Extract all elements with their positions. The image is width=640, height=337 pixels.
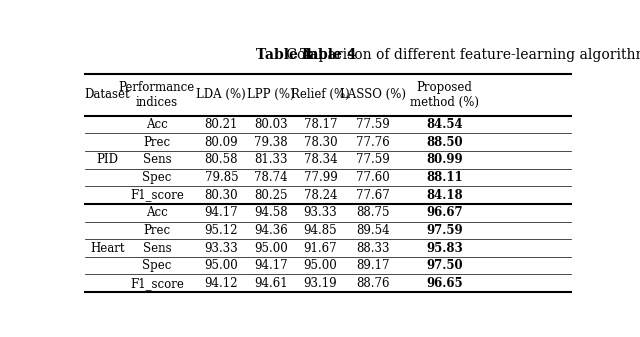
Text: 93.33: 93.33: [304, 206, 337, 219]
Text: Spec: Spec: [142, 171, 172, 184]
Text: LPP (%): LPP (%): [247, 88, 295, 101]
Text: Table 4: Table 4: [300, 48, 356, 62]
Text: 89.54: 89.54: [356, 224, 390, 237]
Text: Prec: Prec: [143, 224, 170, 237]
Text: 80.30: 80.30: [205, 189, 238, 202]
Text: 89.17: 89.17: [356, 259, 389, 272]
Text: 78.24: 78.24: [304, 189, 337, 202]
Text: 88.75: 88.75: [356, 206, 389, 219]
Text: 95.00: 95.00: [205, 259, 238, 272]
Text: 80.99: 80.99: [426, 153, 463, 166]
Text: 88.50: 88.50: [426, 136, 463, 149]
Text: 88.33: 88.33: [356, 242, 389, 254]
Text: 77.59: 77.59: [356, 118, 390, 131]
Text: Sens: Sens: [143, 242, 171, 254]
Text: 80.09: 80.09: [205, 136, 238, 149]
Text: 96.65: 96.65: [426, 277, 463, 290]
Text: 80.25: 80.25: [254, 189, 288, 202]
Text: Acc: Acc: [146, 118, 168, 131]
Text: 77.76: 77.76: [356, 136, 390, 149]
Text: Prec: Prec: [143, 136, 170, 149]
Text: 95.12: 95.12: [205, 224, 238, 237]
Text: 77.60: 77.60: [356, 171, 390, 184]
Text: Spec: Spec: [142, 259, 172, 272]
Text: 94.85: 94.85: [304, 224, 337, 237]
Text: PID: PID: [96, 153, 118, 166]
Text: 78.17: 78.17: [304, 118, 337, 131]
Text: Acc: Acc: [146, 206, 168, 219]
Text: LASSO (%): LASSO (%): [340, 88, 406, 101]
Text: 78.30: 78.30: [304, 136, 337, 149]
Text: 84.18: 84.18: [426, 189, 463, 202]
Text: 91.67: 91.67: [304, 242, 337, 254]
Text: 78.74: 78.74: [254, 171, 288, 184]
Text: 80.21: 80.21: [205, 118, 238, 131]
Text: F1_score: F1_score: [130, 277, 184, 290]
Text: 94.12: 94.12: [205, 277, 238, 290]
Text: 97.59: 97.59: [426, 224, 463, 237]
Text: 94.61: 94.61: [254, 277, 288, 290]
Text: Relief (%): Relief (%): [291, 88, 350, 101]
Text: 77.59: 77.59: [356, 153, 390, 166]
Text: Heart: Heart: [90, 242, 125, 254]
Text: 96.67: 96.67: [426, 206, 463, 219]
Text: 94.36: 94.36: [254, 224, 288, 237]
Text: 93.19: 93.19: [304, 277, 337, 290]
Text: 94.17: 94.17: [254, 259, 288, 272]
Text: 95.00: 95.00: [254, 242, 288, 254]
Text: 93.33: 93.33: [205, 242, 238, 254]
Text: 78.34: 78.34: [304, 153, 337, 166]
Text: 94.17: 94.17: [205, 206, 238, 219]
Text: 94.58: 94.58: [254, 206, 288, 219]
Text: 80.58: 80.58: [205, 153, 238, 166]
Text: 79.38: 79.38: [254, 136, 288, 149]
Text: 95.00: 95.00: [304, 259, 337, 272]
Text: Comparison of different feature-learning algorithms: Comparison of different feature-learning…: [282, 48, 640, 62]
Text: Dataset: Dataset: [84, 88, 130, 101]
Text: 77.67: 77.67: [356, 189, 390, 202]
Text: F1_score: F1_score: [130, 189, 184, 202]
Text: 97.50: 97.50: [426, 259, 463, 272]
Text: 80.03: 80.03: [254, 118, 288, 131]
Text: Table 4: Table 4: [256, 48, 312, 62]
Text: 81.33: 81.33: [254, 153, 288, 166]
Text: 79.85: 79.85: [205, 171, 238, 184]
Text: Proposed
method (%): Proposed method (%): [410, 81, 479, 109]
Text: 84.54: 84.54: [426, 118, 463, 131]
Text: Performance
indices: Performance indices: [119, 81, 195, 109]
Text: 95.83: 95.83: [426, 242, 463, 254]
Text: 88.11: 88.11: [426, 171, 463, 184]
Text: 77.99: 77.99: [304, 171, 337, 184]
Text: Sens: Sens: [143, 153, 171, 166]
Text: LDA (%): LDA (%): [196, 88, 246, 101]
Text: 88.76: 88.76: [356, 277, 389, 290]
